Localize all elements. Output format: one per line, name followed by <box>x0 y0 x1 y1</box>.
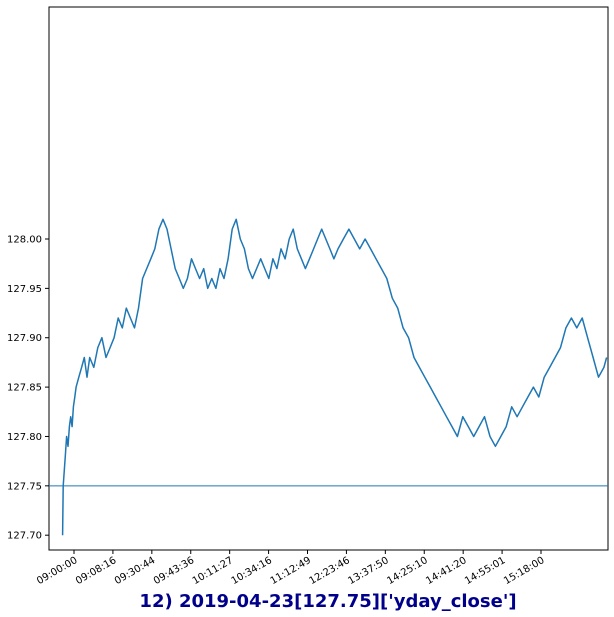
x-tick-label: 09:30:44 <box>113 555 157 587</box>
x-tick-label: 12:23:46 <box>308 555 352 587</box>
y-tick-label: 127.80 <box>7 432 42 443</box>
x-tick-label: 11:12:49 <box>269 555 313 587</box>
x-tick-label: 14:55:01 <box>463 555 507 587</box>
x-tick-label: 09:43:36 <box>152 555 196 587</box>
y-axis: 127.70 127.75 127.80 127.85 127.90 127.95 128.… <box>7 235 49 542</box>
y-tick-label: 127.95 <box>7 284 42 295</box>
x-tick-label: 14:25:10 <box>385 555 429 587</box>
y-tick-label: 127.70 <box>7 531 42 542</box>
x-tick-label: 14:41:20 <box>424 555 468 587</box>
x-tick-label: 13:37:50 <box>346 555 390 587</box>
series-line-0 <box>61 218 608 536</box>
x-tick-label: 15:18:00 <box>502 555 546 587</box>
x-tick-label: 09:00:00 <box>35 555 79 587</box>
plot-frame <box>48 6 609 551</box>
x-tick-label: 09:08:16 <box>74 555 118 587</box>
y-tick-label: 127.75 <box>7 481 42 492</box>
series-layer <box>61 218 608 536</box>
chart-title: 12) 2019-04-23[127.75]['yday_close'] <box>139 591 516 612</box>
y-tick-label: 127.85 <box>7 383 42 394</box>
y-tick-label: 127.90 <box>7 333 42 344</box>
plot-area <box>48 6 609 551</box>
x-axis: 09:00:0009:08:1609:30:4409:43:3610:11:27… <box>35 550 547 587</box>
x-tick-label: 10:11:27 <box>191 555 235 587</box>
y-tick-label: 128.00 <box>7 235 42 246</box>
x-tick-label: 10:34:16 <box>230 555 274 587</box>
